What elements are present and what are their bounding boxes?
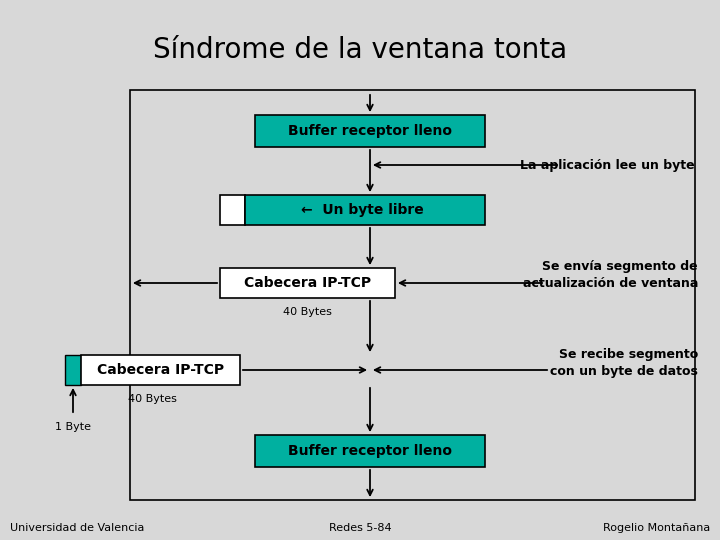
Text: Buffer receptor lleno: Buffer receptor lleno	[288, 124, 452, 138]
Text: ←  Un byte libre: ← Un byte libre	[301, 203, 424, 217]
Bar	[65, 355, 81, 385]
Text: Redes 5-84: Redes 5-84	[329, 523, 391, 533]
Text: Se recibe segmento
con un byte de datos: Se recibe segmento con un byte de datos	[550, 348, 698, 378]
Bar	[255, 115, 485, 147]
Bar	[245, 195, 485, 225]
Text: Rogelio Montañana: Rogelio Montañana	[603, 523, 710, 533]
Text: La aplicación lee un byte: La aplicación lee un byte	[521, 159, 695, 172]
Text: Universidad de Valencia: Universidad de Valencia	[10, 523, 145, 533]
Text: 1 Byte: 1 Byte	[55, 422, 91, 432]
Bar	[81, 355, 240, 385]
Bar	[130, 90, 695, 500]
Text: 40 Bytes: 40 Bytes	[283, 307, 332, 317]
Bar	[220, 268, 395, 298]
Text: 40 Bytes: 40 Bytes	[128, 394, 177, 404]
Text: Cabecera IP-TCP: Cabecera IP-TCP	[97, 363, 224, 377]
Text: Síndrome de la ventana tonta: Síndrome de la ventana tonta	[153, 36, 567, 64]
Bar	[255, 435, 485, 467]
Text: Se envía segmento de
actualización de ventana: Se envía segmento de actualización de ve…	[523, 260, 698, 290]
Text: Cabecera IP-TCP: Cabecera IP-TCP	[244, 276, 371, 290]
Text: Buffer receptor lleno: Buffer receptor lleno	[288, 444, 452, 458]
Bar	[220, 195, 245, 225]
